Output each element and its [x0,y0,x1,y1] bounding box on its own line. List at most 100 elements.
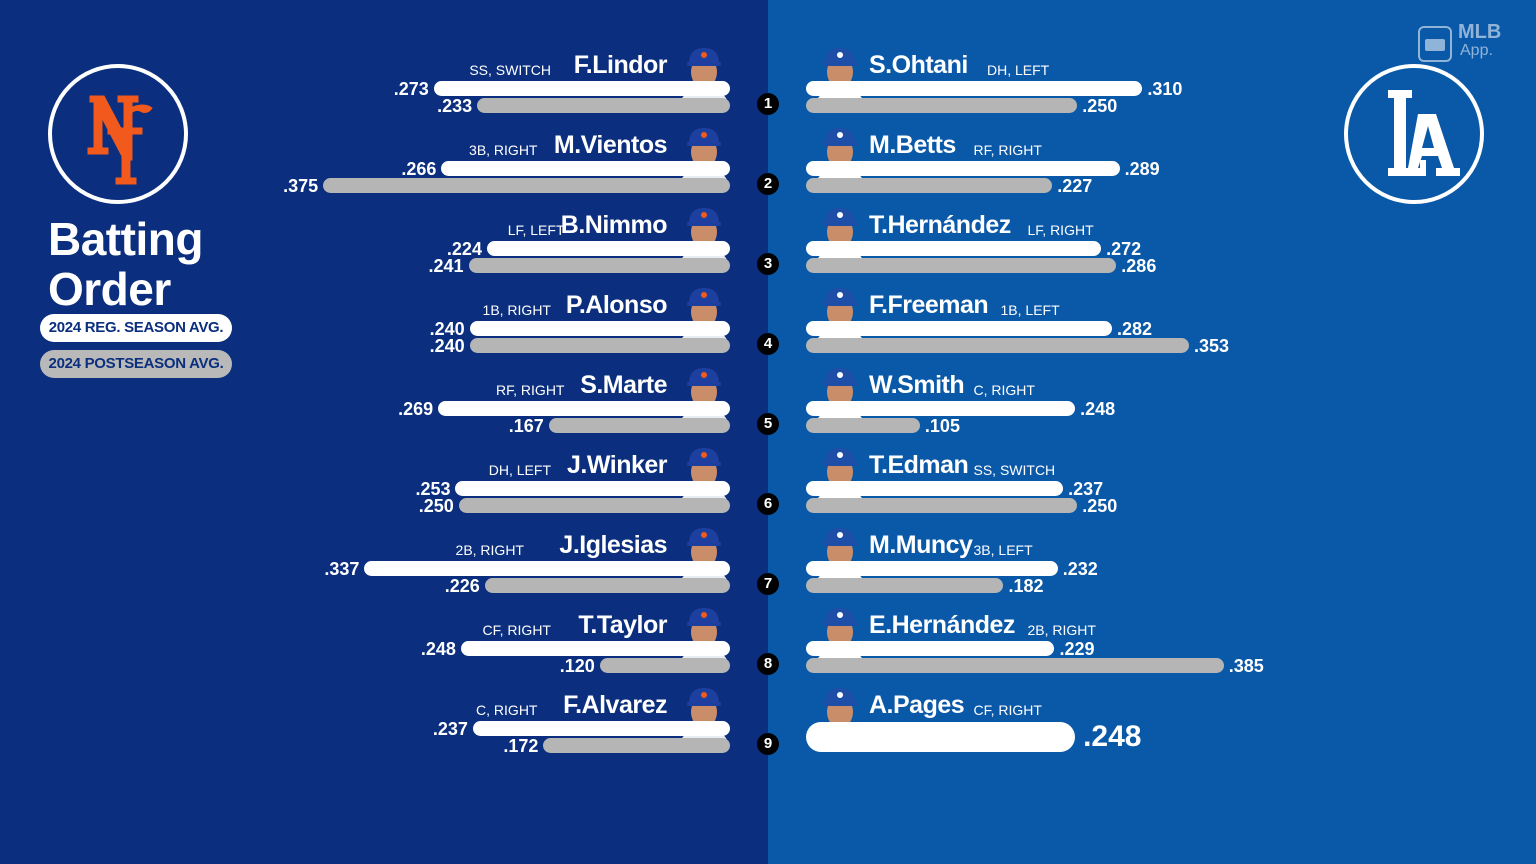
dodgers-reg-value: .282 [1116,319,1153,339]
mets-reg-bar [460,641,730,656]
mets-post-value: .375 [283,176,319,196]
mets-player-name: F.Lindor [573,51,668,79]
dodgers-post-bar [806,658,1224,673]
mets-reg-value: .266 [401,159,437,179]
dodgers-post-value: .227 [1057,176,1093,196]
dodgers-post-bar [806,418,920,433]
dodgers-post-value: .286 [1121,256,1157,276]
mets-post-value: .241 [428,256,464,276]
dodgers-post-value: .385 [1228,656,1264,676]
dodgers-reg-bar [806,81,1143,96]
mets-player-position: 2B, RIGHT [455,542,524,558]
mets-logo [48,64,188,204]
dodgers-reg-value: .310 [1147,79,1183,99]
dodgers-reg-bar [806,561,1058,576]
dodgers-player-position: SS, SWITCH [973,462,1056,478]
mets-player-position: C, RIGHT [476,702,538,718]
batting-order-number: 1 [757,93,779,115]
mets-reg-value: .253 [415,479,451,499]
mets-reg-value: .248 [420,639,456,659]
mets-post-value: .250 [418,496,454,516]
dodgers-player-position: 1B, LEFT [1000,302,1060,318]
dodgers-reg-bar [806,161,1120,176]
dodgers-player-name: M.Muncy [869,531,973,559]
mets-post-value: .240 [429,336,465,356]
dodgers-post-value: .353 [1194,336,1230,356]
mets-reg-value: .240 [429,319,465,339]
dodgers-player-name: F.Freeman [869,291,989,319]
dodgers-post-bar [806,498,1078,513]
page-title: Batting Order [48,214,203,314]
dodgers-post-value: .105 [924,416,960,436]
dodgers-player-position: 3B, LEFT [973,542,1033,558]
dodgers-post-bar [806,98,1078,113]
dodgers-reg-value: .289 [1124,159,1160,179]
mets-reg-value: .237 [432,719,468,739]
batting-order-number: 7 [757,573,779,595]
mets-player-position: 3B, RIGHT [469,142,538,158]
mets-logo-icon [87,95,153,185]
dodgers-reg-bar [806,241,1102,256]
mets-player-position: DH, LEFT [488,462,551,478]
mets-reg-bar [438,401,730,416]
mets-player-name: T.Taylor [578,611,667,639]
dodgers-reg-bar [806,401,1076,416]
mets-reg-bar [486,241,730,256]
batting-order-number: 6 [757,493,779,515]
mlb-app-line1: MLB [1458,21,1502,43]
mlb-app-line2: App. [1460,42,1493,59]
dodgers-player-name: T.Hernández [869,211,1011,239]
mets-post-value: .172 [503,736,539,756]
mets-post-bar [468,258,730,273]
dodgers-player-position: RF, RIGHT [973,142,1042,158]
mets-player-name: J.Iglesias [559,531,667,559]
mets-post-value: .233 [437,96,473,116]
dodgers-post-value: .182 [1008,576,1044,596]
mets-post-bar [599,658,730,673]
mets-reg-value: .273 [393,79,429,99]
mets-player-position: LF, LEFT [507,222,565,238]
dodgers-player-name: T.Edman [869,451,969,479]
dodgers-reg-value: .248 [1083,720,1142,753]
mets-post-bar [548,418,730,433]
mets-player-position: 1B, RIGHT [482,302,551,318]
dodgers-post-value: .250 [1082,96,1118,116]
batting-order-number: 9 [757,733,779,755]
dodgers-player-position: LF, RIGHT [1027,222,1094,238]
mets-reg-bar [441,161,730,176]
dodgers-player-position: 2B, RIGHT [1027,622,1096,638]
batting-order-number: 5 [757,413,779,435]
dodgers-post-bar [806,338,1189,353]
mets-reg-bar [455,481,730,496]
dodgers-player-name: E.Hernández [869,611,1015,639]
dodgers-player-name: S.Ohtani [869,51,968,79]
dodgers-player-position: CF, RIGHT [973,702,1042,718]
mets-player-name: P.Alonso [565,291,668,319]
mets-post-value: .226 [444,576,480,596]
batting-order-number: 2 [757,173,779,195]
dodgers-reg-bar [806,722,1076,752]
mlb-logo-icon [1418,26,1452,62]
mets-player-position: RF, RIGHT [496,382,565,398]
dodgers-player-position: C, RIGHT [973,382,1035,398]
dodgers-reg-value: .248 [1080,399,1116,419]
mets-reg-value: .224 [446,239,482,259]
mets-player-name: F.Alvarez [563,691,667,719]
batting-order-number: 4 [757,333,779,355]
batting-order-number: 8 [757,653,779,675]
mets-player-name: B.Nimmo [560,211,668,239]
dodgers-logo [1344,64,1484,204]
dodgers-reg-value: .229 [1059,639,1095,659]
dodgers-post-bar [806,258,1117,273]
mets-reg-value: .269 [398,399,434,419]
mets-player-name: S.Marte [580,371,667,399]
dodgers-post-bar [806,578,1004,593]
dodgers-post-bar [806,178,1053,193]
dodgers-logo-icon [1388,90,1460,176]
mets-post-bar [469,338,730,353]
mets-reg-bar [433,81,730,96]
mets-player-position: SS, SWITCH [469,62,551,78]
dodgers-player-position: DH, LEFT [987,62,1050,78]
dodgers-reg-value: .272 [1106,239,1142,259]
mets-reg-bar [469,321,730,336]
